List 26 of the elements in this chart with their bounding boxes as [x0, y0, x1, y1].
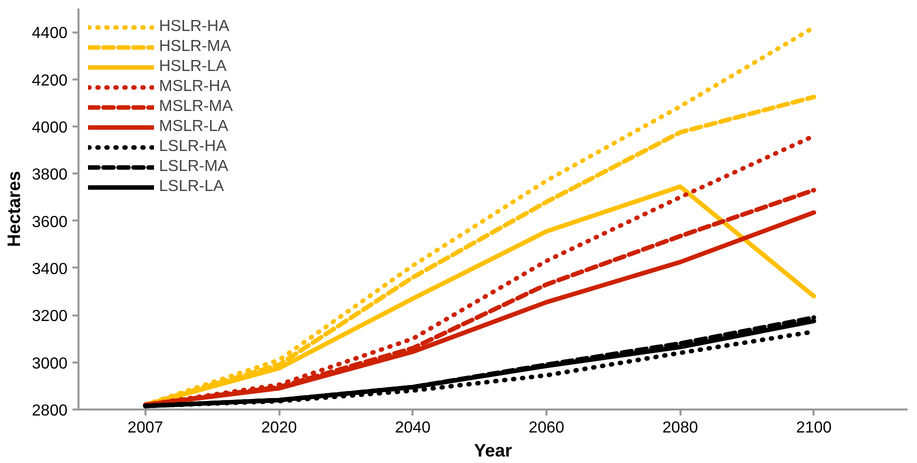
legend-label: HSLR-HA	[159, 18, 230, 36]
legend-label: HSLR-MA	[159, 38, 232, 56]
x-tick-label: 2007	[128, 420, 164, 436]
legend-label: LSLR-MA	[159, 158, 228, 176]
y-tick-label: 3600	[32, 214, 68, 231]
x-tick-label: 2100	[796, 420, 832, 436]
y-tick-label: 4200	[32, 72, 68, 90]
legend-label: MSLR-HA	[159, 78, 232, 96]
legend-label: MSLR-MA	[159, 98, 233, 116]
x-tick-label: 2040	[394, 420, 431, 436]
y-tick-label: 3200	[32, 308, 68, 326]
y-tick-label: 3800	[32, 166, 68, 184]
y-tick-label: 2800	[32, 402, 68, 420]
legend-label: LSLR-LA	[159, 178, 224, 196]
legend-label: HSLR-LA	[159, 58, 227, 76]
x-axis-title: Year	[474, 440, 512, 460]
y-tick-label: 3000	[32, 355, 68, 372]
legend-label: LSLR-HA	[159, 138, 227, 156]
y-tick-label: 3400	[32, 260, 68, 278]
y-tick-label: 4400	[32, 25, 68, 42]
legend-label: MSLR-LA	[159, 118, 228, 136]
y-axis-title: Hectares	[4, 170, 24, 248]
x-tick-label: 2060	[528, 420, 564, 436]
x-tick-label: 2080	[662, 420, 698, 436]
x-tick-label: 2020	[261, 420, 297, 436]
y-tick-label: 4000	[32, 119, 68, 136]
